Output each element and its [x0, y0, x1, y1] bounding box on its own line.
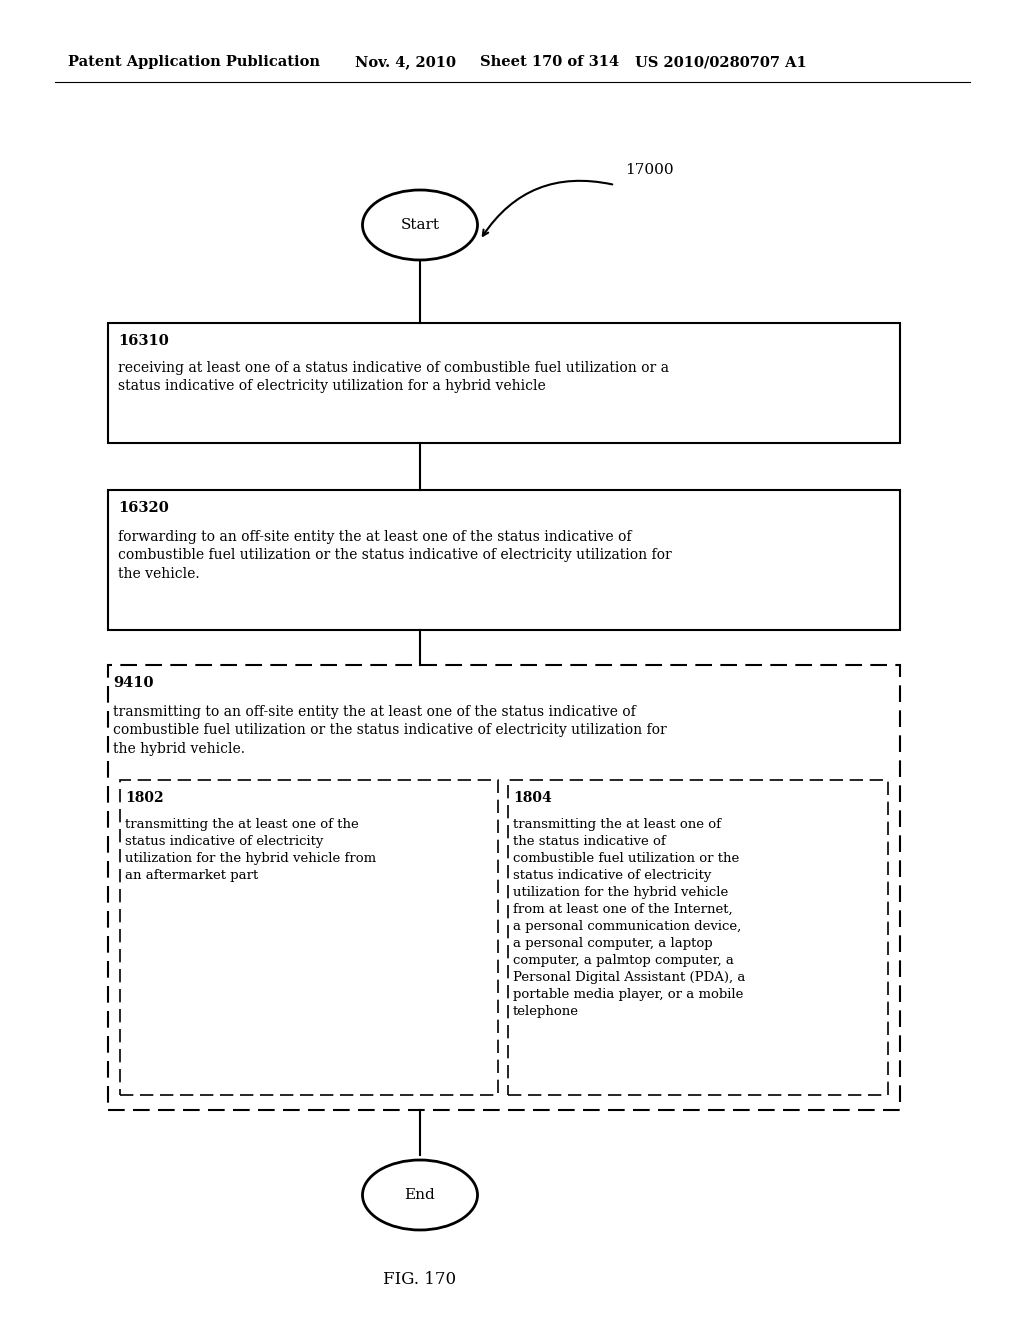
Bar — [120, 780, 498, 1096]
Text: End: End — [404, 1188, 435, 1203]
Text: 16320: 16320 — [118, 502, 169, 515]
Text: 1804: 1804 — [513, 791, 552, 805]
Text: forwarding to an off-site entity the at least one of the status indicative of
co: forwarding to an off-site entity the at … — [118, 531, 672, 581]
Text: 16310: 16310 — [118, 334, 169, 348]
Bar — [108, 665, 900, 1110]
Text: transmitting the at least one of the
status indicative of electricity
utilizatio: transmitting the at least one of the sta… — [125, 818, 376, 882]
Text: 9410: 9410 — [113, 676, 154, 690]
Bar — [108, 323, 900, 444]
Bar — [108, 490, 900, 630]
Text: Sheet 170 of 314: Sheet 170 of 314 — [480, 55, 620, 69]
Text: Start: Start — [400, 218, 439, 232]
Text: 1802: 1802 — [125, 791, 164, 805]
Text: receiving at least one of a status indicative of combustible fuel utilization or: receiving at least one of a status indic… — [118, 360, 669, 393]
Text: 17000: 17000 — [625, 162, 674, 177]
Bar — [508, 780, 888, 1096]
Text: FIG. 170: FIG. 170 — [383, 1271, 457, 1288]
Text: transmitting to an off-site entity the at least one of the status indicative of
: transmitting to an off-site entity the a… — [113, 705, 667, 756]
Text: US 2010/0280707 A1: US 2010/0280707 A1 — [635, 55, 807, 69]
Text: transmitting the at least one of
the status indicative of
combustible fuel utili: transmitting the at least one of the sta… — [513, 818, 745, 1018]
Text: Nov. 4, 2010: Nov. 4, 2010 — [355, 55, 456, 69]
Text: Patent Application Publication: Patent Application Publication — [68, 55, 319, 69]
